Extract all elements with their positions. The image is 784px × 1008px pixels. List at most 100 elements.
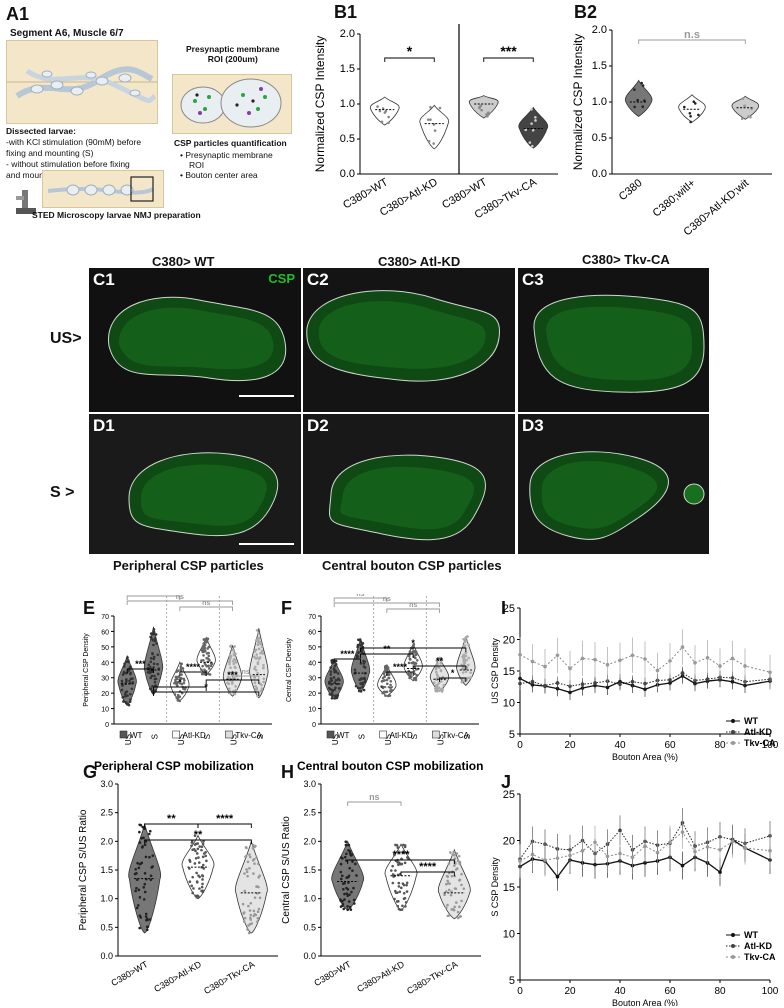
data-point (145, 928, 149, 932)
data-point (446, 903, 449, 907)
data-point (453, 905, 457, 909)
legend-swatch (172, 730, 180, 739)
data-point (333, 694, 337, 698)
data-point (693, 849, 697, 854)
data-point (208, 673, 212, 676)
data-point (354, 862, 357, 866)
data-point (465, 639, 469, 642)
y-axis-label: Central CSP Density (286, 637, 293, 702)
violin-0 (331, 840, 365, 911)
data-point (125, 679, 128, 682)
data-point (247, 904, 250, 908)
data-point (730, 676, 735, 680)
data-point (329, 666, 333, 669)
violin-0 (624, 79, 653, 117)
chart-j: 5 10 15 20 25 0 20 40 60 80 100 Bouton Area (%) S CS… (490, 789, 779, 1006)
data-point (740, 117, 744, 121)
data-point (138, 841, 142, 844)
data-point (384, 694, 387, 697)
data-point (640, 81, 643, 85)
data-point (138, 823, 141, 827)
data-point (463, 667, 466, 670)
significance-label: * (204, 682, 208, 692)
x-tick-label: US (331, 734, 340, 745)
data-point (257, 907, 261, 911)
data-point (149, 656, 153, 660)
y-tick-label: 70 (308, 614, 316, 621)
significance-bracket (483, 57, 534, 62)
data-point (530, 122, 533, 125)
data-point (385, 678, 389, 682)
data-point (718, 848, 722, 852)
data-point (693, 678, 697, 683)
legend-label: WT (337, 731, 350, 740)
y-tick-label: 20 (308, 691, 316, 698)
y-tick-label: 20 (503, 836, 515, 848)
data-point (643, 657, 647, 661)
data-point (555, 874, 560, 879)
panel-label-a1: A1 (6, 4, 30, 24)
data-point (668, 659, 672, 663)
x-tick-label: 40 (614, 740, 626, 751)
muscle-fibers-illustration (7, 66, 157, 103)
x-tick-label: C380>Atl-KD (355, 959, 406, 994)
data-point (329, 677, 333, 680)
data-point (120, 679, 124, 683)
data-point (630, 653, 635, 658)
data-point (152, 643, 155, 647)
data-point (403, 844, 407, 847)
data-point (693, 661, 697, 665)
y-tick-label: 20 (503, 635, 515, 647)
data-point (680, 671, 685, 675)
data-point (339, 870, 343, 874)
data-point (429, 118, 432, 121)
dissected-line1: -with KCl stimulation (90mM) before (6, 137, 142, 147)
x-tick-label: 20 (564, 986, 576, 997)
micrograph-c2-image (303, 268, 515, 412)
data-point (257, 639, 260, 642)
data-point (543, 858, 547, 862)
data-point (403, 896, 407, 900)
data-point (151, 638, 155, 642)
data-point (768, 670, 772, 675)
significance-label: ** (436, 656, 444, 666)
data-point (346, 888, 350, 891)
data-point (391, 881, 395, 885)
data-point (254, 668, 258, 672)
data-point (389, 869, 393, 872)
significance-bracket (360, 653, 414, 658)
data-point (436, 673, 439, 677)
data-point (643, 99, 646, 102)
significance-bracket (144, 839, 252, 844)
data-point (200, 848, 203, 852)
label-c3: C3 (522, 270, 544, 289)
x-tick-label: US (230, 734, 239, 745)
chart-b2: 0.0 0.5 1.0 1.5 2.0 Normalized CSP Intensity C… (572, 24, 772, 236)
significance-bracket (412, 665, 467, 670)
y-tick-label: 0.0 (592, 168, 607, 180)
data-point (146, 925, 150, 929)
data-point (440, 661, 443, 664)
data-point (126, 694, 129, 697)
data-point (668, 678, 672, 682)
data-point (630, 855, 635, 860)
data-point (543, 664, 547, 669)
data-point (329, 673, 333, 676)
data-point (256, 694, 259, 698)
data-point (201, 842, 205, 846)
significance-label: *** (135, 659, 146, 669)
data-point (528, 141, 532, 144)
data-point (201, 863, 205, 867)
data-point (255, 628, 259, 632)
data-point (154, 633, 158, 636)
data-point (243, 916, 247, 920)
data-point (339, 905, 343, 908)
data-point (334, 686, 337, 689)
violin-3 (518, 106, 549, 149)
data-point (445, 874, 449, 878)
x-axis-label: Bouton Area (%) (612, 998, 678, 1006)
label-d3: D3 (522, 416, 544, 435)
data-point (191, 891, 194, 895)
data-point (341, 899, 344, 903)
data-point (260, 689, 263, 693)
